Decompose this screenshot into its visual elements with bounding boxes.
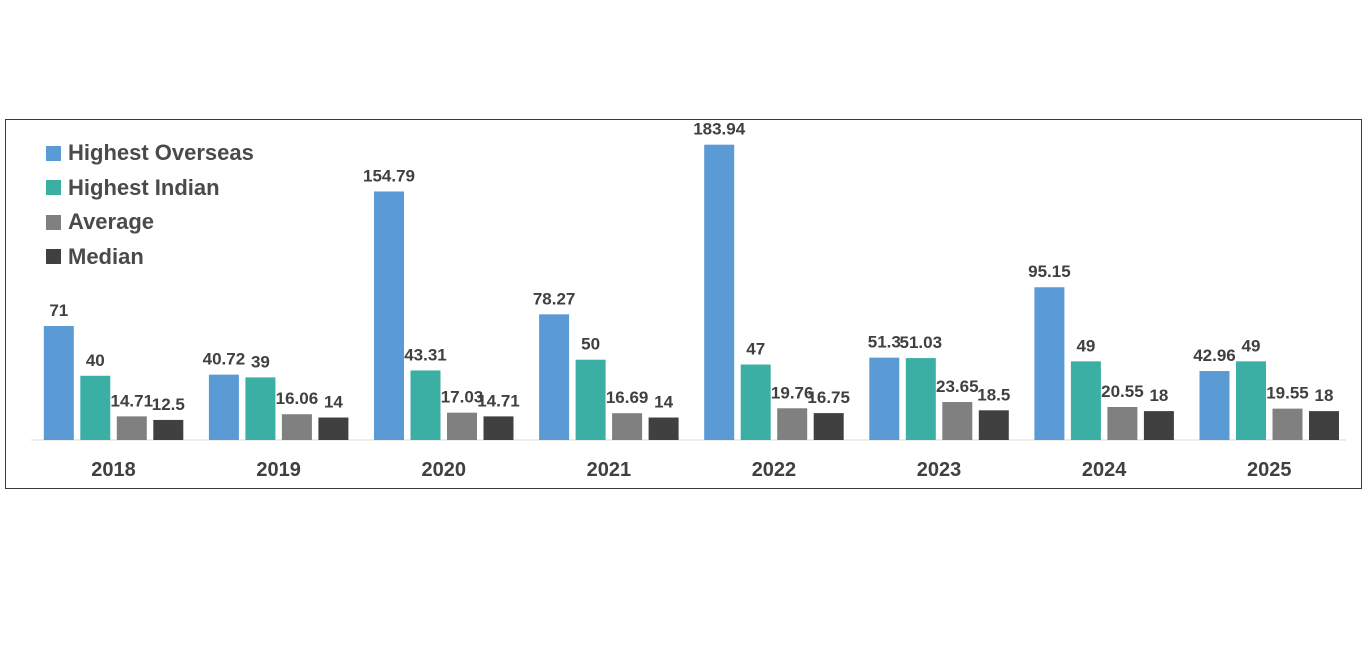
category-label-2021: 2021	[587, 459, 632, 481]
value-label: 49	[1242, 336, 1261, 355]
value-label: 40.72	[203, 350, 246, 369]
bar-median-2021	[648, 417, 679, 440]
bar-highest-overseas-2021	[539, 314, 570, 440]
category-label-2023: 2023	[917, 459, 962, 481]
bar-highest-overseas-2025	[1199, 371, 1230, 440]
legend-item-highest-indian: Highest Indian	[46, 171, 254, 206]
category-label-2025: 2025	[1247, 459, 1292, 481]
value-label: 16.69	[606, 388, 649, 407]
legend-label: Average	[68, 209, 155, 235]
value-label: 51.3	[868, 333, 901, 352]
bar-highest-indian-2021	[575, 359, 606, 440]
value-label: 20.55	[1101, 382, 1144, 401]
bar-average-2025	[1272, 408, 1303, 440]
bar-median-2023	[978, 410, 1009, 440]
bar-average-2021	[612, 413, 643, 440]
category-label-2019: 2019	[256, 459, 301, 481]
legend-label: Highest Indian	[68, 174, 220, 200]
bar-average-2019	[281, 414, 312, 440]
value-label: 49	[1076, 336, 1095, 355]
value-label: 42.96	[1193, 346, 1236, 365]
value-label: 18.5	[977, 385, 1010, 404]
legend-label: Highest Overseas	[68, 140, 254, 166]
value-label: 71	[49, 301, 68, 320]
chart-frame: 71 40 14.71 12.5 40.72 39 16.06 14 154.79 43.31 17…	[5, 119, 1362, 489]
value-label: 183.94	[693, 120, 746, 139]
bar-median-2019	[318, 417, 349, 440]
value-label: 23.65	[936, 377, 979, 396]
value-label: 95.15	[1028, 262, 1071, 281]
value-label: 43.31	[404, 345, 447, 364]
value-label: 14	[324, 393, 343, 412]
bar-average-2022	[777, 408, 808, 440]
value-label: 50	[581, 335, 600, 354]
bar-highest-indian-2018	[80, 375, 111, 440]
bar-average-2024	[1107, 407, 1138, 440]
value-label: 154.79	[363, 166, 415, 185]
legend-item-average: Average	[46, 205, 254, 240]
legend-swatch	[46, 145, 61, 161]
legend-swatch	[46, 214, 61, 230]
value-label: 78.27	[533, 289, 576, 308]
bar-highest-indian-2023	[905, 358, 936, 440]
bar-median-2018	[153, 419, 184, 440]
bar-average-2020	[447, 412, 477, 440]
category-label-2024: 2024	[1082, 459, 1127, 481]
legend-item-median: Median	[46, 240, 254, 275]
bar-median-2025	[1309, 411, 1339, 440]
bar-highest-overseas-2022	[704, 144, 735, 440]
value-label: 16.06	[276, 389, 319, 408]
bar-median-2024	[1143, 411, 1174, 440]
value-label: 19.76	[771, 383, 814, 402]
bar-highest-indian-2020	[410, 370, 441, 440]
category-labels-group: 2018 2019 2020 2021 2022 2023 2024 2025	[91, 459, 1291, 481]
legend-swatch	[46, 180, 61, 196]
value-label: 40	[86, 351, 105, 370]
bar-highest-indian-2022	[740, 364, 771, 440]
legend-swatch	[46, 249, 61, 265]
legend: Highest Overseas Highest Indian Average …	[46, 136, 254, 274]
value-label: 16.75	[807, 388, 850, 407]
bar-highest-overseas-2018	[43, 326, 74, 440]
value-label: 14.71	[111, 391, 154, 410]
bar-median-2022	[813, 413, 844, 440]
bar-highest-indian-2025	[1236, 361, 1266, 440]
bar-highest-overseas-2019	[208, 374, 239, 440]
bar-highest-overseas-2023	[869, 357, 900, 440]
category-label-2018: 2018	[91, 459, 136, 481]
bar-highest-overseas-2020	[374, 191, 404, 440]
category-label-2020: 2020	[422, 459, 467, 481]
value-label: 51.03	[900, 333, 943, 352]
value-label: 18	[1149, 386, 1168, 405]
bar-highest-overseas-2024	[1034, 287, 1065, 440]
bars-group	[43, 144, 1339, 440]
value-label: 18	[1315, 386, 1334, 405]
bar-average-2023	[942, 402, 973, 440]
bar-median-2020	[483, 416, 514, 440]
value-label: 14	[654, 393, 673, 412]
bar-average-2018	[116, 416, 147, 440]
bar-highest-indian-2019	[245, 377, 276, 440]
bar-highest-indian-2024	[1070, 361, 1101, 440]
legend-item-highest-overseas: Highest Overseas	[46, 136, 254, 171]
value-label: 17.03	[441, 388, 484, 407]
value-label: 14.71	[477, 391, 520, 410]
category-label-2022: 2022	[752, 459, 797, 481]
value-label: 12.5	[152, 395, 185, 414]
value-label: 47	[746, 340, 765, 359]
value-label: 39	[251, 352, 270, 371]
legend-label: Median	[68, 243, 144, 269]
value-label: 19.55	[1266, 384, 1309, 403]
